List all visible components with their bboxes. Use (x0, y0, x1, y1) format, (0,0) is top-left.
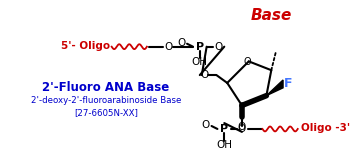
Text: 5'- Oligo: 5'- Oligo (60, 41, 110, 51)
Text: OH: OH (192, 57, 208, 67)
Text: O: O (238, 122, 246, 132)
Text: O: O (164, 42, 172, 52)
Text: 2'-Fluoro ANA Base: 2'-Fluoro ANA Base (42, 81, 170, 94)
Text: P: P (196, 42, 204, 52)
Text: 2'-deoxy-2'-fluoroarabinoside Base: 2'-deoxy-2'-fluoroarabinoside Base (31, 96, 181, 105)
Text: Base: Base (251, 8, 292, 23)
Text: O: O (244, 57, 252, 67)
Text: O: O (201, 70, 209, 80)
Text: [27-6605N-XX]: [27-6605N-XX] (74, 108, 138, 117)
Text: F: F (284, 77, 292, 90)
Polygon shape (266, 80, 283, 96)
Text: OH: OH (216, 140, 232, 150)
Text: P: P (220, 124, 228, 134)
Text: O: O (202, 120, 210, 130)
Text: O: O (177, 38, 185, 48)
Text: Oligo -3': Oligo -3' (301, 123, 350, 133)
Text: O: O (238, 124, 246, 134)
Text: O: O (214, 42, 222, 52)
